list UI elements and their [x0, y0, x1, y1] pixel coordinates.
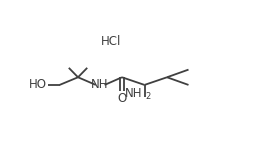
- Text: 2: 2: [145, 92, 150, 101]
- Text: HCl: HCl: [101, 35, 121, 48]
- Text: NH: NH: [125, 87, 143, 100]
- Text: NH: NH: [91, 78, 108, 91]
- Text: HO: HO: [29, 78, 47, 91]
- Text: O: O: [117, 92, 127, 105]
